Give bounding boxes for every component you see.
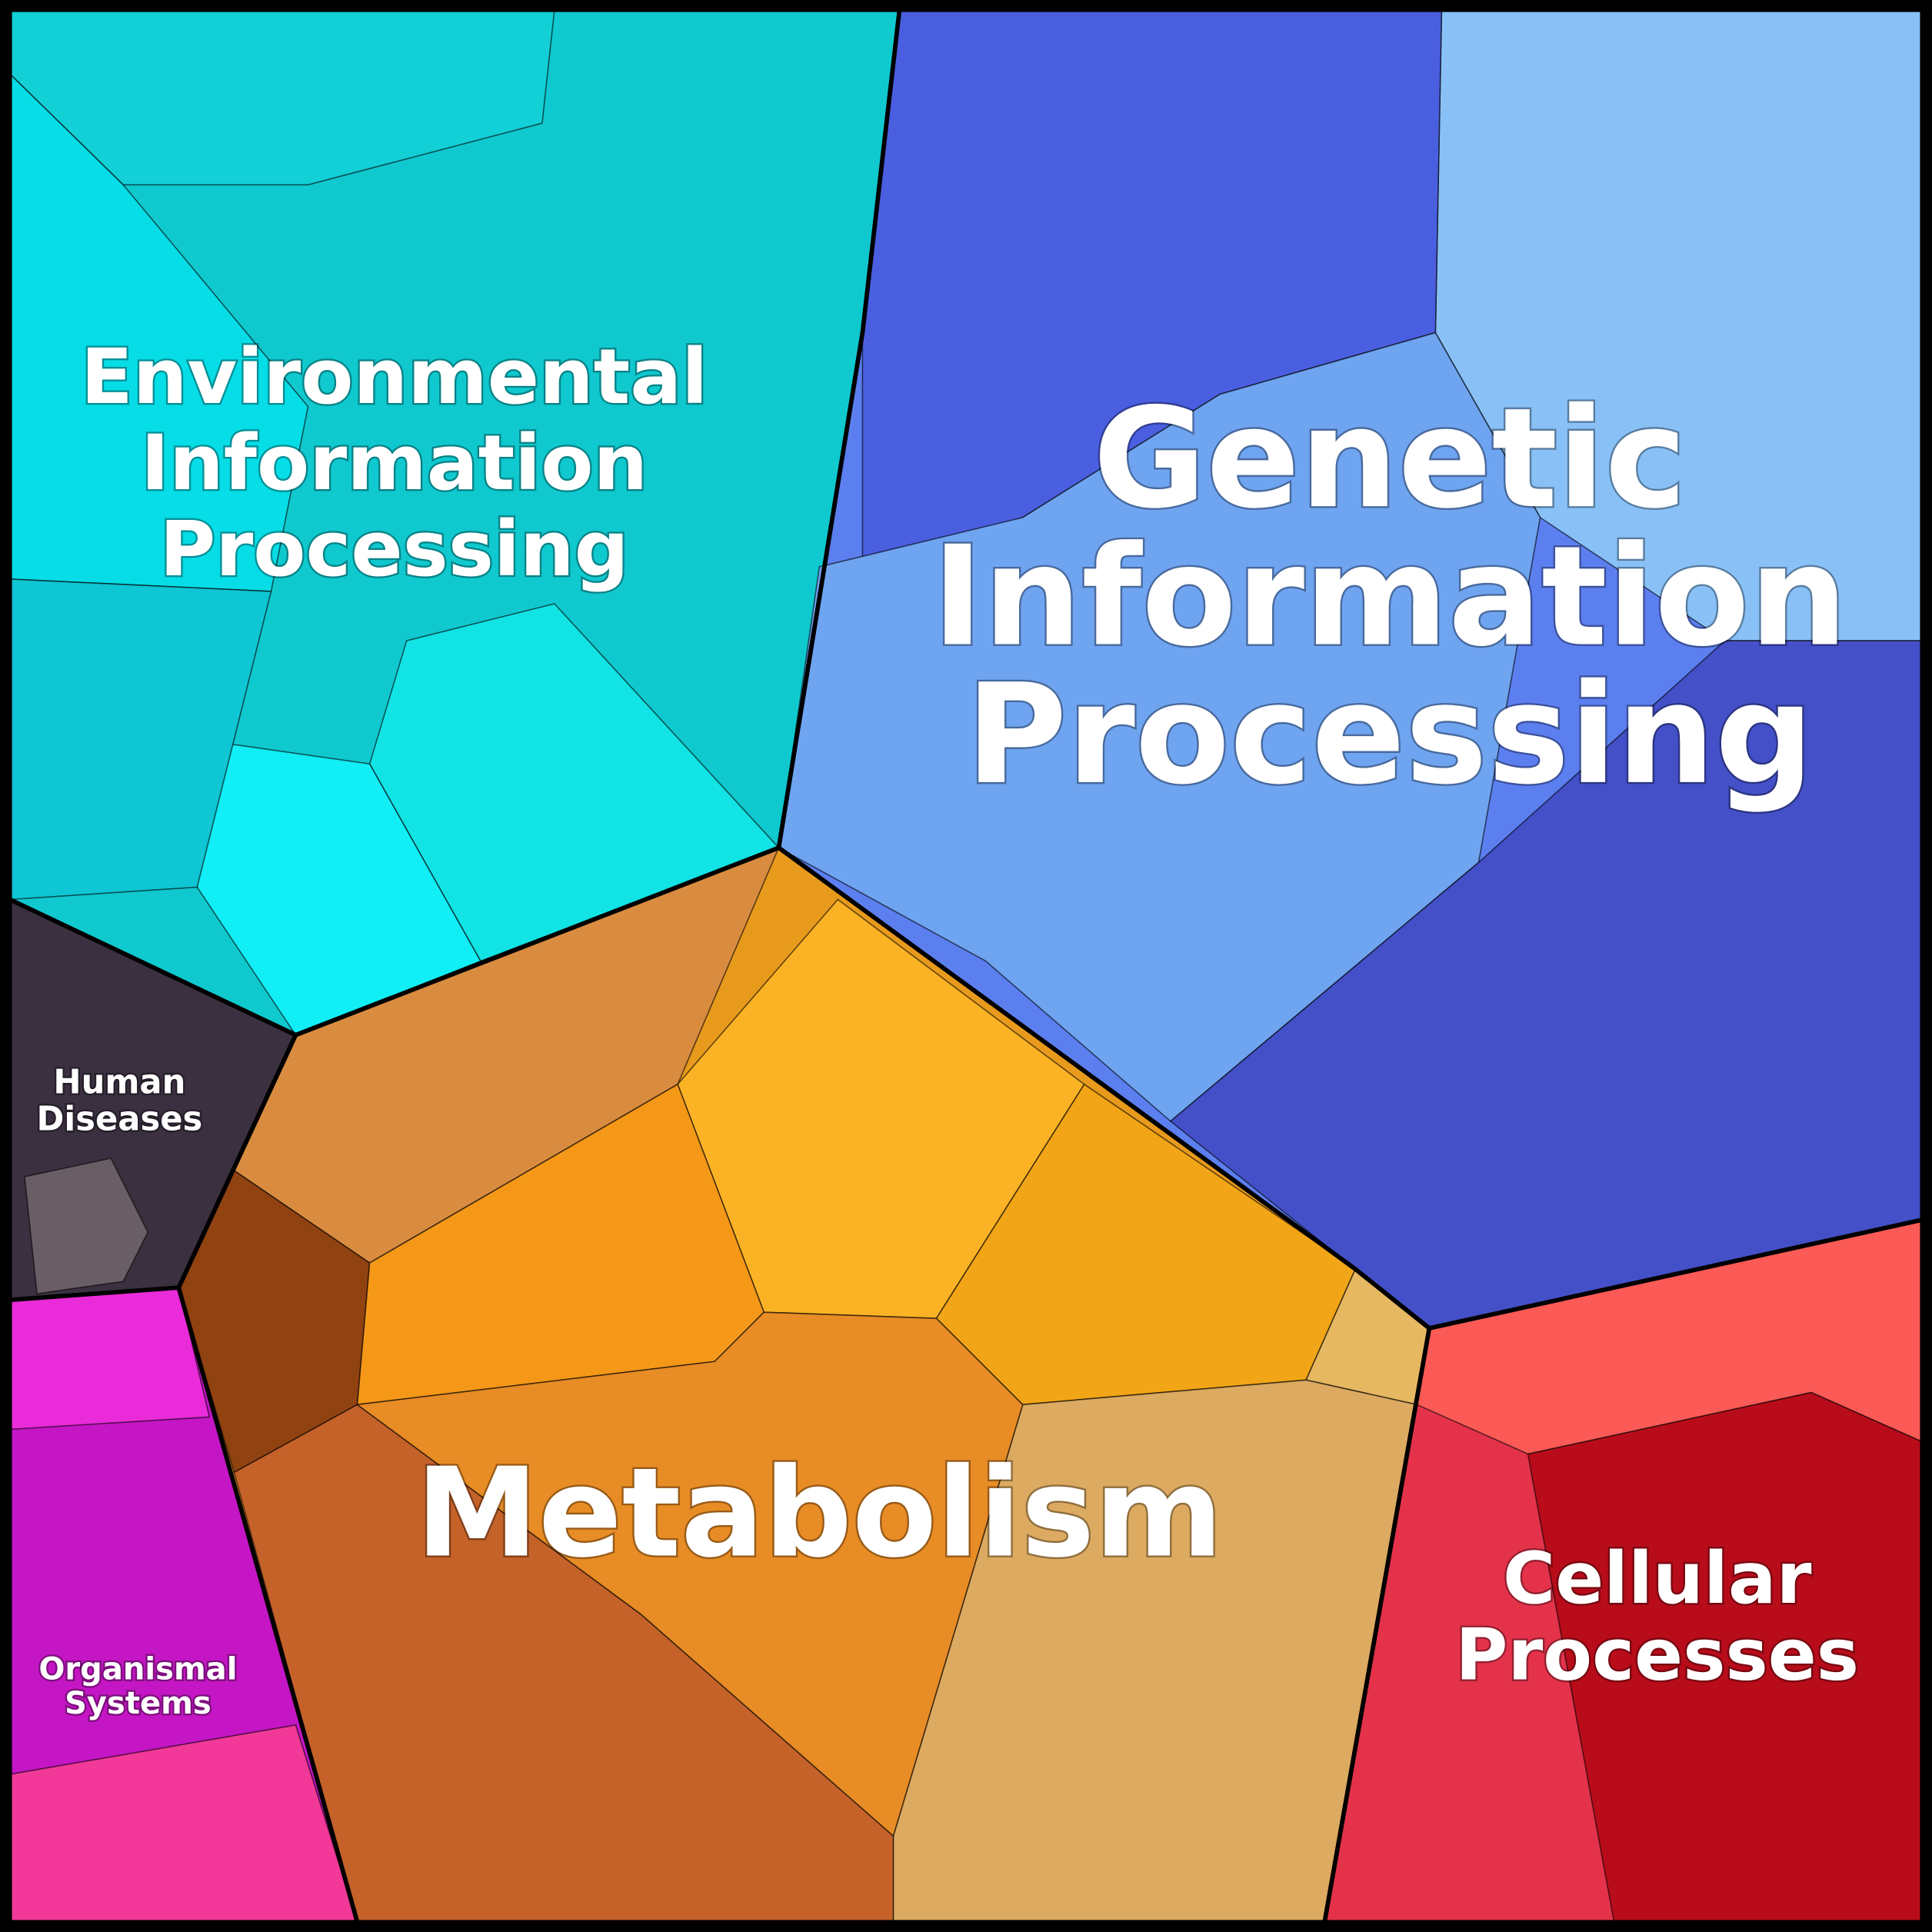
region-borders — [8, 8, 1924, 1924]
region-label: Processing — [966, 655, 1814, 815]
labels: EnvironmentalInformationProcessingGeneti… — [35, 331, 1860, 1724]
region-label: Genetic — [1093, 378, 1687, 539]
region-label: Human — [53, 1063, 185, 1101]
region-label: Diseases — [36, 1100, 202, 1138]
region-label: Systems — [65, 1686, 212, 1721]
region-label: Cellular — [1503, 1537, 1812, 1620]
region-label: Information — [932, 517, 1848, 678]
cell — [778, 331, 1541, 1122]
region-label: Processes — [1455, 1613, 1859, 1696]
cell — [9, 1287, 211, 1431]
region-label: Information — [141, 419, 648, 508]
cell — [355, 1311, 1024, 1837]
region-label: Metabolism — [416, 1441, 1224, 1584]
region-label: Organismal — [38, 1651, 237, 1687]
region-label: Processing — [160, 505, 629, 594]
region-label: Environmental — [81, 333, 708, 421]
cell — [24, 1158, 149, 1295]
